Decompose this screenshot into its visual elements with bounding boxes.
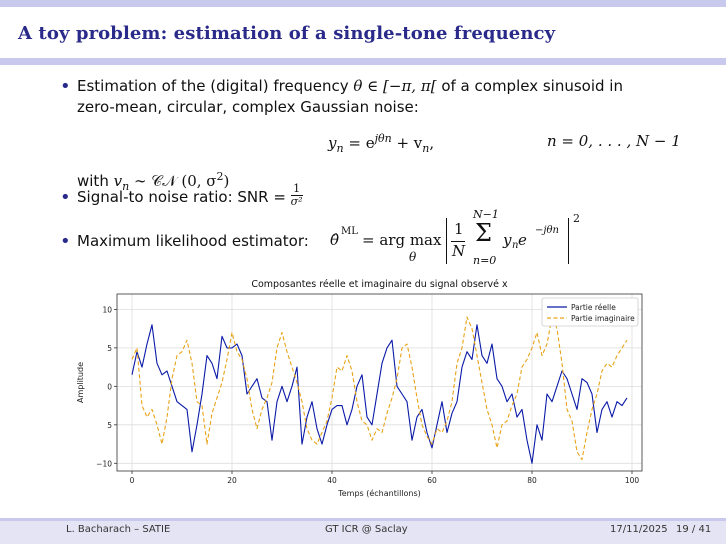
bullet-dot: • (60, 187, 71, 208)
legend-label: Partie réelle (571, 303, 616, 312)
x-tick-label: 80 (527, 476, 537, 485)
ml-power: 2 (573, 212, 580, 225)
snr-text: Signal-to noise ratio: SNR = (77, 188, 291, 206)
ml-abs-right (568, 218, 569, 264)
slide-title: A toy problem: estimation of a single-to… (18, 23, 556, 44)
snr-fraction: 1 σ² (290, 183, 303, 208)
plot-frame (116, 293, 643, 472)
with-distribution: ∼ 𝒞𝒩 (0, σ (129, 172, 217, 190)
x-tick-label: 100 (625, 476, 640, 485)
footer-band (0, 518, 726, 544)
y-tick-label: 5 (107, 421, 112, 430)
bullet1-text-post: of a complex sinusoid in (436, 77, 623, 95)
eq-exp-sup: jθn (374, 132, 392, 145)
eq-noise: + v (391, 134, 423, 152)
ml-sum-bot: n=0 (473, 254, 497, 267)
equation-index-range: n = 0, . . . , N − 1 (547, 132, 681, 150)
y-tick-label: −10 (96, 459, 112, 468)
bullet1-text-line2: zero-mean, circular, complex Gaussian no… (77, 98, 419, 116)
y-tick-label: 0 (107, 382, 112, 391)
y-tick-label: 10 (102, 305, 112, 314)
bullet1-text-pre: Estimation of the (digital) frequency (77, 77, 354, 95)
ml-sum-symbol: Σ (475, 219, 492, 247)
legend-label: Partie imaginaire (571, 314, 635, 323)
with-sigma-sup: 2 (216, 170, 224, 183)
x-tick-label: 40 (327, 476, 337, 485)
bullet-estimation: • Estimation of the (digital) frequency … (60, 76, 657, 118)
ml-frac-den: N (452, 242, 466, 260)
snr-numerator: 1 (290, 183, 303, 196)
with-text: with (77, 172, 114, 190)
ml-argmax: = arg max (362, 231, 442, 249)
ml-sum-top: N−1 (473, 208, 499, 221)
bullet-dot: • (60, 231, 71, 252)
footer-author: L. Bacharach – SATIE (66, 524, 171, 535)
bullet-ml-estimator: • Maximum likelihood estimator: (60, 231, 309, 252)
ml-formula: θ̂ ML = arg max θ 1 N N−1 Σ n=0 y n e −j… (330, 208, 590, 272)
legend-box (541, 297, 639, 327)
x-tick-label: 20 (227, 476, 237, 485)
x-axis-label: Temps (échantillons) (337, 488, 421, 498)
x-tick-label: 0 (130, 476, 135, 485)
ml-abs-left (446, 218, 447, 264)
y-axis-label: Amplitude (76, 362, 85, 403)
signal-chart: Composantes réelle et imaginaire du sign… (62, 274, 662, 499)
series-imag-line (131, 316, 628, 461)
noise-distribution-line: with vn ∼ 𝒞𝒩 (0, σ2) (77, 166, 229, 197)
chart-title: Composantes réelle et imaginaire du sign… (251, 279, 508, 290)
with-v: v (113, 172, 123, 190)
ml-term-y: y (503, 231, 512, 249)
x-tick-label: 60 (427, 476, 437, 485)
bullet-dot: • (60, 76, 71, 97)
ml-theta-hat: θ̂ (330, 231, 340, 249)
eq-exp-base: = e (348, 134, 375, 152)
eq-y-sub: n (336, 142, 344, 155)
snr-denominator: σ² (290, 195, 303, 208)
signal-chart-svg: Composantes réelle et imaginaire du sign… (76, 279, 643, 498)
title-underline-band (0, 58, 726, 65)
with-close: ) (223, 172, 230, 190)
signal-model-equation: yn = ejθn + vn, (328, 132, 435, 155)
top-band (0, 0, 726, 7)
ml-sup: ML (341, 226, 358, 237)
ml-term-sub: n (512, 240, 519, 251)
bullet1-theta-range: θ ∈ [−π, π[ (353, 77, 437, 95)
ml-text: Maximum likelihood estimator: (77, 232, 309, 250)
ml-term-exp: e (518, 231, 527, 249)
footer-date: 17/11/2025 (610, 524, 668, 535)
ml-term-exp-sup: −jθn (535, 225, 559, 236)
footer-venue: GT ICR @ Saclay (325, 524, 408, 535)
bullet-snr: • Signal-to noise ratio: SNR = 1 σ² (60, 183, 303, 208)
ml-frac-num: 1 (454, 220, 464, 238)
footer-page: 19 / 41 (676, 524, 712, 535)
footer-line (0, 518, 726, 521)
series-real-line (131, 324, 628, 464)
with-v-sub: n (122, 180, 130, 193)
eq-noise-sub: n (422, 142, 430, 155)
y-tick-label: 5 (107, 344, 112, 353)
eq-y: y (328, 134, 337, 152)
ml-argmax-under: θ (409, 250, 417, 264)
ml-frac-bar (451, 241, 465, 242)
